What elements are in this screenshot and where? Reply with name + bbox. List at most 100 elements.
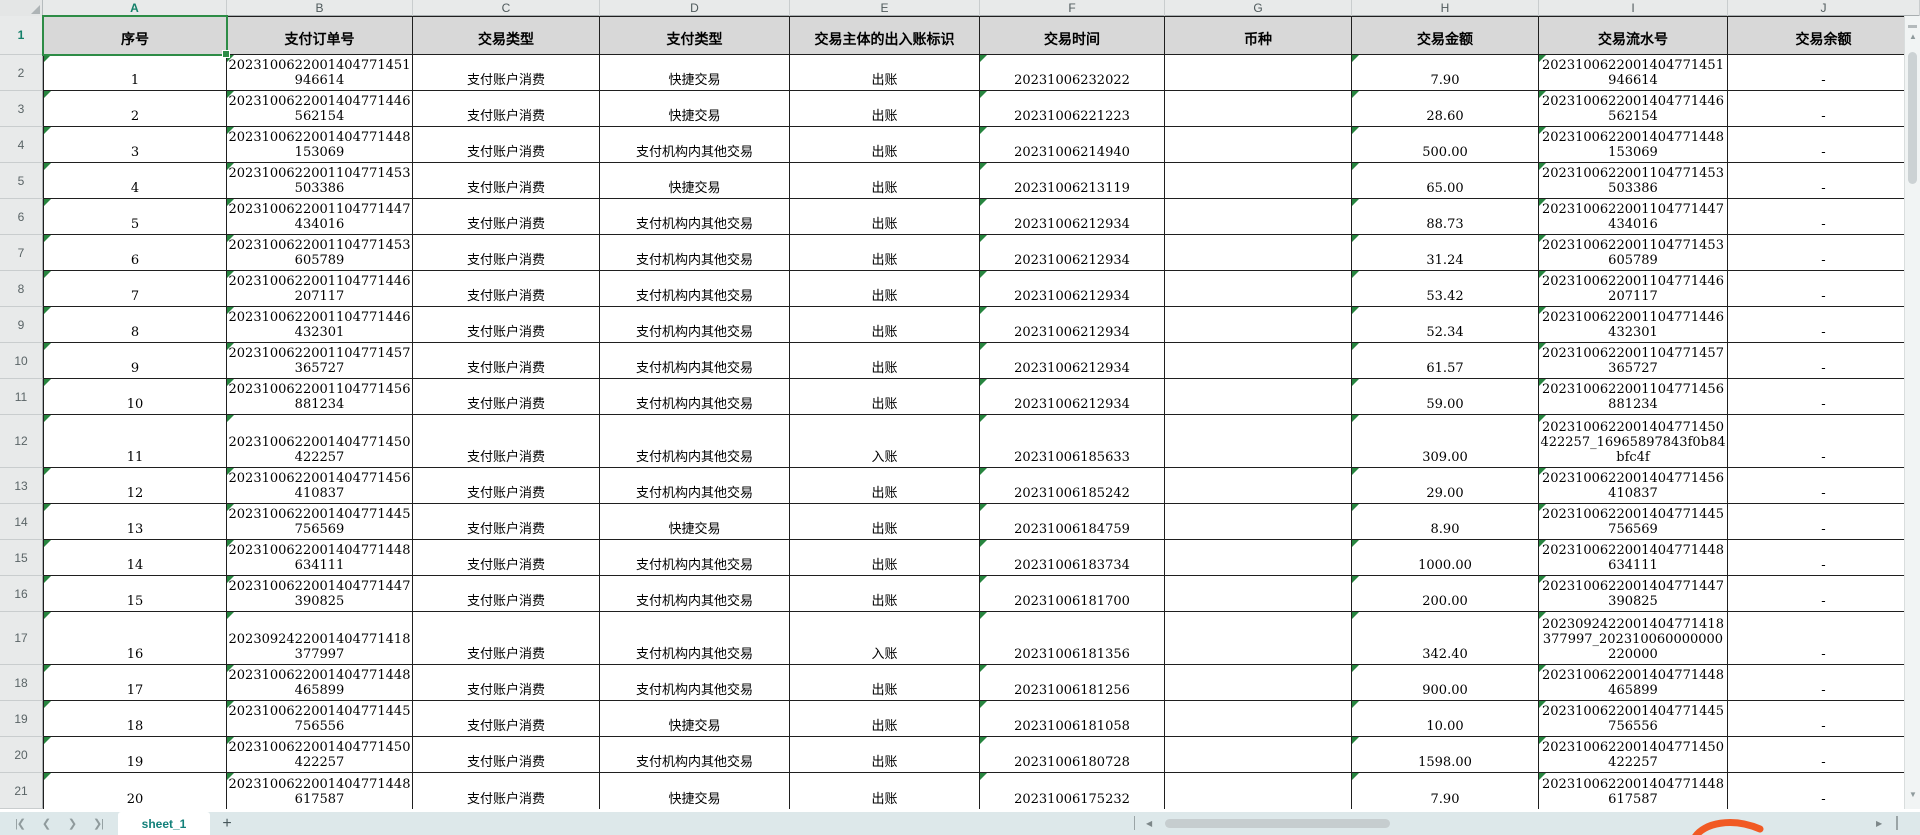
vertical-split-handle[interactable] xyxy=(1908,25,1917,28)
select-all-corner[interactable] xyxy=(0,0,43,16)
cell-J3[interactable]: - xyxy=(1728,91,1920,127)
cell-C2[interactable]: 支付账户消费 xyxy=(413,55,600,91)
cell-C14[interactable]: 支付账户消费 xyxy=(413,504,600,540)
cell-B19[interactable]: 2023100622001404771445756556 xyxy=(227,701,413,737)
cell-J14[interactable]: - xyxy=(1728,504,1920,540)
row-header-4[interactable]: 4 xyxy=(0,127,43,163)
cell-E19[interactable]: 出账 xyxy=(790,701,980,737)
cell-F11[interactable]: 20231006212934 xyxy=(980,379,1165,415)
cell-H15[interactable]: 1000.00 xyxy=(1352,540,1539,576)
cell-E13[interactable]: 出账 xyxy=(790,468,980,504)
cell-B17[interactable]: 2023092422001404771418377997 xyxy=(227,612,413,665)
cell-D1[interactable]: 支付类型 xyxy=(600,16,790,55)
cell-F7[interactable]: 20231006212934 xyxy=(980,235,1165,271)
row-header-15[interactable]: 15 xyxy=(0,540,43,576)
cell-D6[interactable]: 支付机构内其他交易 xyxy=(600,199,790,235)
cell-A8[interactable]: 7 xyxy=(43,271,227,307)
cell-E14[interactable]: 出账 xyxy=(790,504,980,540)
cell-D19[interactable]: 快捷交易 xyxy=(600,701,790,737)
cell-D20[interactable]: 支付机构内其他交易 xyxy=(600,737,790,773)
cell-H19[interactable]: 10.00 xyxy=(1352,701,1539,737)
cell-H2[interactable]: 7.90 xyxy=(1352,55,1539,91)
cell-G14[interactable] xyxy=(1165,504,1352,540)
cell-G2[interactable] xyxy=(1165,55,1352,91)
cell-C7[interactable]: 支付账户消费 xyxy=(413,235,600,271)
cell-E18[interactable]: 出账 xyxy=(790,665,980,701)
cell-F16[interactable]: 20231006181700 xyxy=(980,576,1165,612)
cell-H13[interactable]: 29.00 xyxy=(1352,468,1539,504)
cell-D10[interactable]: 支付机构内其他交易 xyxy=(600,343,790,379)
scroll-up-arrow-icon[interactable]: ▲ xyxy=(1909,32,1917,41)
cell-E15[interactable]: 出账 xyxy=(790,540,980,576)
cell-H18[interactable]: 900.00 xyxy=(1352,665,1539,701)
cell-C15[interactable]: 支付账户消费 xyxy=(413,540,600,576)
cell-B18[interactable]: 2023100622001404771448465899 xyxy=(227,665,413,701)
cell-A11[interactable]: 10 xyxy=(43,379,227,415)
cell-F20[interactable]: 20231006180728 xyxy=(980,737,1165,773)
cell-B4[interactable]: 2023100622001404771448153069 xyxy=(227,127,413,163)
cell-E3[interactable]: 出账 xyxy=(790,91,980,127)
cell-A16[interactable]: 15 xyxy=(43,576,227,612)
cell-C13[interactable]: 支付账户消费 xyxy=(413,468,600,504)
cell-F15[interactable]: 20231006183734 xyxy=(980,540,1165,576)
cell-D21[interactable]: 快捷交易 xyxy=(600,773,790,809)
cell-F9[interactable]: 20231006212934 xyxy=(980,307,1165,343)
cell-B10[interactable]: 2023100622001104771457365727 xyxy=(227,343,413,379)
cell-I7[interactable]: 2023100622001104771453605789 xyxy=(1539,235,1728,271)
cell-F1[interactable]: 交易时间 xyxy=(980,16,1165,55)
cell-H11[interactable]: 59.00 xyxy=(1352,379,1539,415)
cell-A15[interactable]: 14 xyxy=(43,540,227,576)
cell-B21[interactable]: 2023100622001404771448617587 xyxy=(227,773,413,809)
cell-A14[interactable]: 13 xyxy=(43,504,227,540)
cell-D11[interactable]: 支付机构内其他交易 xyxy=(600,379,790,415)
cell-H8[interactable]: 53.42 xyxy=(1352,271,1539,307)
cell-F8[interactable]: 20231006212934 xyxy=(980,271,1165,307)
cell-C18[interactable]: 支付账户消费 xyxy=(413,665,600,701)
cell-C5[interactable]: 支付账户消费 xyxy=(413,163,600,199)
cell-I13[interactable]: 2023100622001404771456410837 xyxy=(1539,468,1728,504)
cell-A20[interactable]: 19 xyxy=(43,737,227,773)
cell-E8[interactable]: 出账 xyxy=(790,271,980,307)
row-header-7[interactable]: 7 xyxy=(0,235,43,271)
hscroll-right-arrow-icon[interactable]: ▶ xyxy=(1876,819,1883,828)
cell-I14[interactable]: 2023100622001404771445756569 xyxy=(1539,504,1728,540)
cell-A1[interactable]: 序号 xyxy=(43,16,227,55)
cell-G5[interactable] xyxy=(1165,163,1352,199)
cell-B9[interactable]: 2023100622001104771446432301 xyxy=(227,307,413,343)
column-header-C[interactable]: C xyxy=(413,0,600,16)
cell-G3[interactable] xyxy=(1165,91,1352,127)
cell-F17[interactable]: 20231006181356 xyxy=(980,612,1165,665)
cell-G16[interactable] xyxy=(1165,576,1352,612)
cell-G13[interactable] xyxy=(1165,468,1352,504)
cell-C20[interactable]: 支付账户消费 xyxy=(413,737,600,773)
cell-J4[interactable]: - xyxy=(1728,127,1920,163)
cell-D7[interactable]: 支付机构内其他交易 xyxy=(600,235,790,271)
cell-D5[interactable]: 快捷交易 xyxy=(600,163,790,199)
cell-J1[interactable]: 交易余额 xyxy=(1728,16,1920,55)
cell-G12[interactable] xyxy=(1165,415,1352,468)
column-header-J[interactable]: J xyxy=(1728,0,1920,16)
cell-D3[interactable]: 快捷交易 xyxy=(600,91,790,127)
cell-A17[interactable]: 16 xyxy=(43,612,227,665)
cell-H9[interactable]: 52.34 xyxy=(1352,307,1539,343)
cell-I10[interactable]: 2023100622001104771457365727 xyxy=(1539,343,1728,379)
cell-H20[interactable]: 1598.00 xyxy=(1352,737,1539,773)
cell-H10[interactable]: 61.57 xyxy=(1352,343,1539,379)
cell-I1[interactable]: 交易流水号 xyxy=(1539,16,1728,55)
row-header-20[interactable]: 20 xyxy=(0,737,43,773)
cell-I17[interactable]: 2023092422001404771418377997_20231006000… xyxy=(1539,612,1728,665)
column-header-F[interactable]: F xyxy=(980,0,1165,16)
cell-F13[interactable]: 20231006185242 xyxy=(980,468,1165,504)
cell-J18[interactable]: - xyxy=(1728,665,1920,701)
cell-B3[interactable]: 2023100622001404771446562154 xyxy=(227,91,413,127)
row-header-21[interactable]: 21 xyxy=(0,773,43,809)
cell-H17[interactable]: 342.40 xyxy=(1352,612,1539,665)
cell-H12[interactable]: 309.00 xyxy=(1352,415,1539,468)
cell-E12[interactable]: 入账 xyxy=(790,415,980,468)
cell-E7[interactable]: 出账 xyxy=(790,235,980,271)
cell-A5[interactable]: 4 xyxy=(43,163,227,199)
cell-B14[interactable]: 2023100622001404771445756569 xyxy=(227,504,413,540)
cell-B15[interactable]: 2023100622001404771448634111 xyxy=(227,540,413,576)
cell-E16[interactable]: 出账 xyxy=(790,576,980,612)
cell-A6[interactable]: 5 xyxy=(43,199,227,235)
